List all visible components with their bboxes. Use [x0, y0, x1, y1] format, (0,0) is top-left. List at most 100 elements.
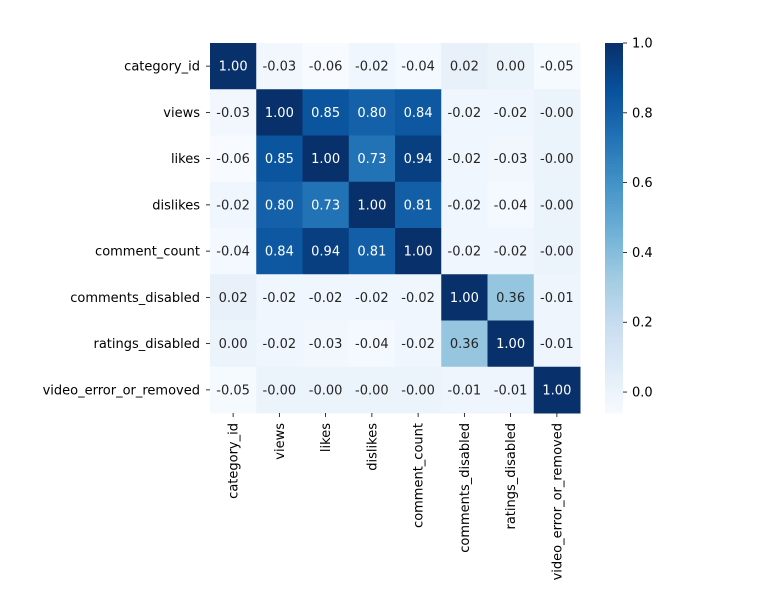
y-tick-label: category_id	[124, 60, 200, 75]
y-tick-label: likes	[171, 152, 200, 167]
cell-annotation: -0.02	[448, 152, 482, 167]
heatmap-cell	[395, 89, 442, 136]
colorbar-segment	[605, 206, 623, 211]
colorbar-segment	[605, 354, 623, 359]
colorbar-segment	[605, 70, 623, 75]
colorbar-segment	[605, 261, 623, 266]
colorbar-segment	[605, 320, 623, 325]
colorbar-segment	[605, 258, 623, 263]
colorbar-segment	[605, 89, 623, 93]
cell-annotation: 0.02	[219, 291, 248, 306]
heatmap-cell	[395, 43, 442, 90]
colorbar-segment	[605, 113, 623, 118]
cell-annotation: 0.80	[357, 106, 386, 121]
cell-annotation: -0.02	[355, 291, 389, 306]
cell-annotation: -0.03	[216, 106, 250, 121]
colorbar-segment	[605, 197, 623, 201]
colorbar-segment	[605, 120, 623, 124]
heatmap-cell	[487, 89, 535, 136]
cell-annotation: -0.00	[540, 152, 574, 167]
cell-annotation: -0.01	[540, 291, 574, 306]
colorbar-segment	[605, 351, 623, 356]
cell-annotation: -0.05	[540, 60, 574, 75]
cell-annotation: -0.02	[448, 245, 482, 260]
colorbar-segment	[605, 329, 623, 334]
y-tick-label: comments_disabled	[70, 291, 200, 306]
cell-annotation: 0.73	[311, 198, 340, 213]
colorbar-segment	[605, 203, 623, 208]
colorbar-segment	[605, 221, 623, 226]
colorbar-segment	[605, 150, 623, 155]
cell-annotation: 0.80	[265, 198, 294, 213]
colorbar-segment	[605, 117, 623, 121]
colorbar-segment	[605, 175, 623, 180]
colorbar-tick-label: 0.4	[632, 246, 653, 261]
x-tick-label: dislikes	[365, 423, 380, 471]
cell-annotation: 0.36	[496, 291, 525, 306]
colorbar-segment	[605, 184, 623, 189]
colorbar-segment	[605, 283, 623, 288]
heatmap-cell	[487, 274, 535, 321]
cell-annotation: -0.03	[309, 337, 343, 352]
colorbar-segment	[605, 132, 623, 137]
cell-annotation: -0.02	[448, 198, 482, 213]
heatmap-cell	[441, 135, 488, 183]
heatmap-cell	[487, 228, 535, 275]
heatmap-cell	[210, 320, 257, 368]
colorbar-segment	[605, 302, 623, 306]
colorbar-segment	[605, 305, 623, 309]
colorbar-tick-label: 0.6	[632, 176, 653, 191]
heatmap-cell	[256, 274, 303, 321]
colorbar-segment	[605, 317, 623, 322]
y-tick-label: video_error_or_removed	[43, 383, 200, 398]
colorbar-segment	[605, 92, 623, 97]
cell-annotation: -0.05	[216, 383, 250, 398]
cell-annotation: 1.00	[542, 383, 571, 398]
cell-annotation: -0.04	[494, 198, 528, 213]
heatmap-cell	[441, 274, 488, 321]
heatmap-cell	[256, 366, 303, 414]
colorbar-segment	[605, 191, 623, 195]
cell-annotation: -0.02	[263, 337, 297, 352]
cell-annotation: 0.81	[404, 198, 433, 213]
heatmap-cell	[533, 43, 581, 90]
colorbar-segment	[605, 76, 623, 81]
colorbar-segment	[605, 286, 623, 291]
colorbar-segment	[605, 314, 623, 319]
colorbar-segment	[605, 345, 623, 349]
heatmap-cell	[395, 274, 442, 321]
cell-annotation: 0.00	[219, 337, 248, 352]
colorbar-segment	[605, 231, 623, 235]
colorbar-segment	[605, 311, 623, 315]
heatmap-cell	[533, 366, 581, 414]
cell-annotation: -0.02	[216, 198, 250, 213]
cell-annotation: -0.02	[401, 337, 435, 352]
colorbar-segment	[605, 67, 623, 72]
colorbar-segment	[605, 323, 623, 328]
colorbar-segment	[605, 372, 623, 377]
cell-annotation: 0.85	[265, 152, 294, 167]
heatmap-cell	[348, 43, 396, 90]
heatmap-cell	[395, 228, 442, 275]
colorbar-segment	[605, 363, 623, 368]
cell-annotation: -0.02	[494, 106, 528, 121]
cell-annotation: -0.00	[401, 383, 435, 398]
y-tick-label: dislikes	[152, 198, 200, 213]
heatmap-cell	[210, 274, 257, 321]
cell-annotation: -0.01	[448, 383, 482, 398]
cell-annotation: -0.01	[494, 383, 528, 398]
colorbar-segment	[605, 123, 623, 127]
cell-annotation: -0.00	[540, 245, 574, 260]
colorbar-segment	[605, 212, 623, 217]
colorbar-segment	[605, 403, 623, 408]
colorbar-segment	[605, 360, 623, 365]
cell-annotation: 0.00	[496, 60, 525, 75]
colorbar-tick-label: 0.0	[632, 386, 653, 401]
heatmap-cell	[348, 320, 396, 368]
heatmap-cell	[441, 320, 488, 368]
colorbar-segment	[605, 215, 623, 220]
cell-annotation: 1.00	[404, 245, 433, 260]
colorbar-segment	[605, 348, 623, 352]
colorbar-segment	[605, 172, 623, 177]
